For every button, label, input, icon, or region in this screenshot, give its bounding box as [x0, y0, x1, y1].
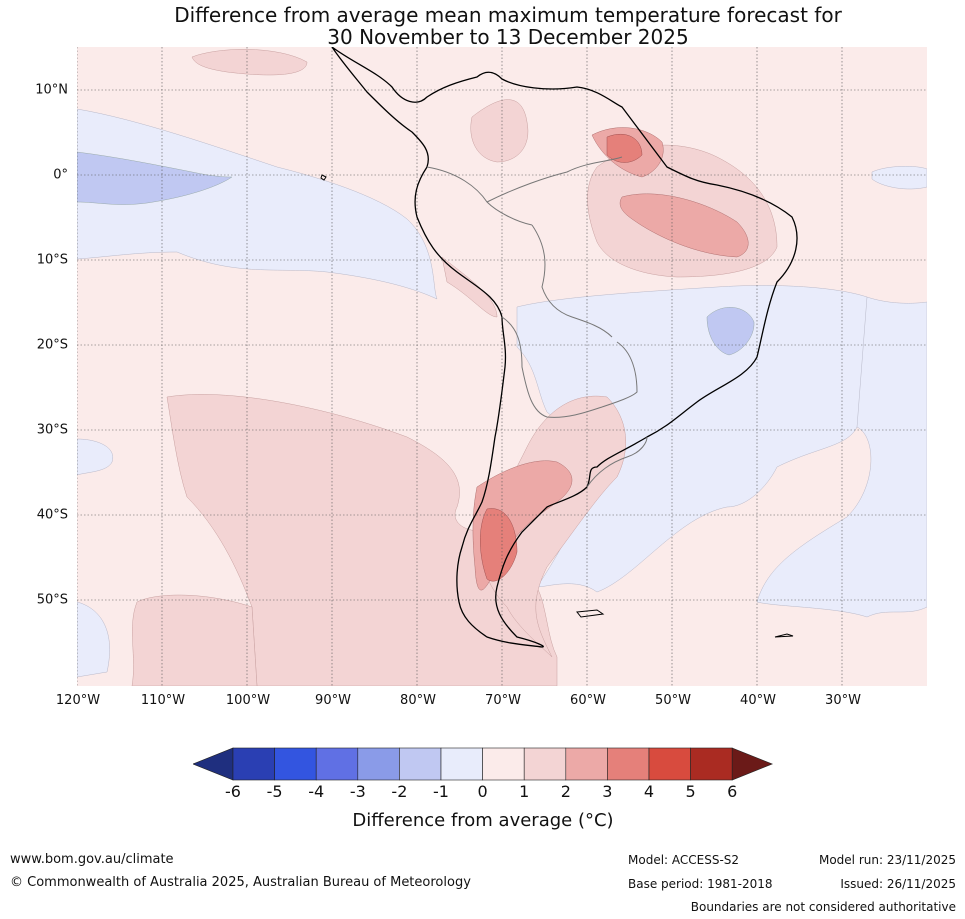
atlantic-cool-patch: [871, 166, 927, 190]
south-atlantic-cool-region: [756, 296, 927, 618]
colorbar-tick-label: 1: [519, 782, 530, 801]
central-america-warm-region: [191, 49, 308, 76]
pacific-cool-patch: [77, 438, 113, 476]
colorbar-tick-label: 4: [643, 782, 655, 801]
colorbar-cell: [565, 747, 608, 781]
lat-label-50s: 50°S: [36, 592, 68, 608]
colorbar-cell: [357, 747, 400, 781]
colorbar-cell: [440, 747, 483, 781]
colorbar-label: Difference from average (°C): [352, 810, 614, 831]
east-pacific-cool-region: [77, 108, 438, 300]
footer-base-period: Base period: 1981-2018: [628, 877, 773, 891]
map-title: Difference from average mean maximum tem…: [0, 4, 965, 48]
footer-website[interactable]: www.bom.gov.au/climate: [10, 852, 174, 867]
colorbar-cell: [690, 747, 733, 781]
footer-model-run: Model run: 23/11/2025: [818, 853, 956, 867]
country-borders: [426, 156, 648, 488]
colorbar-cell: [399, 747, 442, 781]
islands: [320, 174, 794, 638]
south-georgia: [774, 633, 794, 638]
lon-label-50w: 50°W: [655, 693, 691, 708]
lat-label-30s: 30°S: [36, 422, 68, 438]
footer-disclaimer: Boundaries are not considered authoritat…: [690, 900, 956, 914]
title-line-2: 30 November to 13 December 2025: [327, 25, 689, 49]
colombia-warm-region: [470, 99, 529, 163]
colorbar-tick-label: 6: [727, 782, 738, 801]
lat-label-10n: 10°N: [35, 82, 68, 98]
colorbar-tick-label: -1: [433, 782, 449, 801]
colorbar-tick-label: -4: [308, 782, 325, 801]
map-canvas: [77, 47, 927, 686]
colorbar-extend-low: [193, 747, 234, 781]
brazil-north-hot-region: [619, 193, 749, 258]
falkland-islands: [576, 609, 605, 618]
anomaly-negative-regions: [77, 108, 927, 678]
colorbar: [193, 747, 774, 781]
lon-label-70w: 70°W: [485, 693, 521, 708]
lon-label-90w: 90°W: [315, 693, 351, 708]
patagonia-warm-region: [476, 395, 626, 658]
lon-label-30w: 30°W: [825, 693, 861, 708]
colorbar-tick-label: -3: [349, 782, 366, 801]
lon-label-40w: 40°W: [740, 693, 776, 708]
southwest-pacific-cool-region: [77, 601, 110, 678]
footer-model: Model: ACCESS-S2: [628, 853, 740, 867]
southwest-warm-extension: [131, 594, 258, 686]
galapagos-islands: [320, 174, 327, 181]
lat-label-20s: 20°S: [36, 337, 68, 353]
colorbar-tick-label: -2: [391, 782, 408, 801]
colorbar-extend-high: [731, 747, 774, 781]
lat-label-0: 0°: [53, 167, 68, 183]
lat-label-10s: 10°S: [36, 252, 68, 268]
colorbar-tick-label: 0: [477, 782, 488, 801]
colorbar-cell: [232, 747, 275, 781]
anomaly-minus1-to-minus2: [77, 151, 755, 356]
graticule: [77, 47, 927, 686]
brazil-cool-core: [706, 307, 755, 356]
forecast-map: [77, 47, 927, 686]
lon-label-80w: 80°W: [400, 693, 436, 708]
colorbar-cell: [648, 747, 691, 781]
footer-copyright: © Commonwealth of Australia 2025, Austra…: [10, 875, 471, 890]
lat-label-40s: 40°S: [36, 507, 68, 523]
footer-issued: Issued: 26/11/2025: [840, 877, 956, 891]
title-line-1: Difference from average mean maximum tem…: [174, 3, 842, 27]
colorbar-cell: [315, 747, 359, 781]
colorbar-cell: [523, 747, 567, 781]
colorbar-tick-label: 2: [560, 782, 571, 801]
colorbar-tick-label: -6: [225, 782, 241, 801]
lon-label-110w: 110°W: [140, 693, 186, 708]
lon-label-120w: 120°W: [55, 693, 101, 708]
colorbar-tick-label: 3: [602, 782, 613, 801]
colorbar-cell: [482, 747, 525, 781]
lon-label-100w: 100°W: [225, 693, 271, 708]
lon-label-60w: 60°W: [570, 693, 606, 708]
colorbar-tick-label: 5: [685, 782, 696, 801]
pacific-cool-core: [77, 151, 233, 205]
patagonia-hottest-core: [480, 508, 518, 582]
colorbar-cell: [274, 747, 317, 781]
peru-warm-strip: [441, 256, 498, 318]
colorbar-cell: [607, 747, 650, 781]
south-america-coastline: [331, 47, 798, 648]
colorbar-tick-label: -5: [266, 782, 283, 801]
